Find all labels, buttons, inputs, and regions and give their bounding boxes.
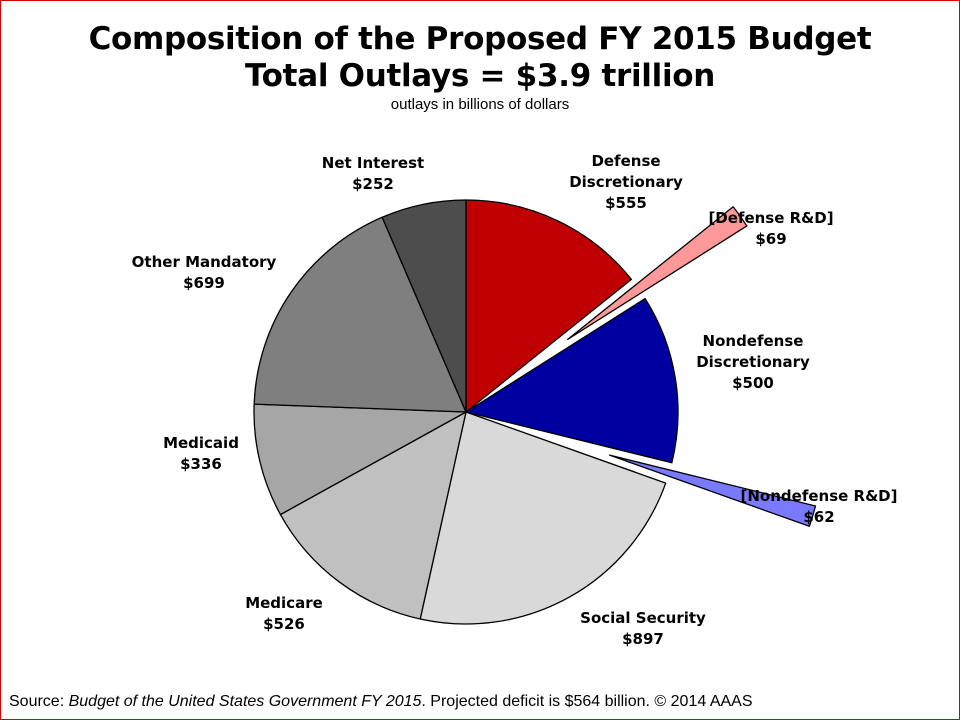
label-defense-rd: [Defense R&D] $69	[708, 209, 833, 248]
units-note: outlays in billions of dollars	[390, 96, 570, 113]
chart-title: Composition of the Proposed FY 2015 Budg…	[88, 21, 872, 57]
slice-name: [Defense R&D]	[708, 209, 833, 227]
slice-medicare	[279, 411, 467, 620]
slice-nondefense-discretionary	[465, 297, 679, 464]
slice-name: Nondefense	[703, 332, 804, 350]
footer-suffix: . Projected deficit is $564 billion. © 2…	[421, 693, 753, 710]
label-defense-discretionary: Defense Discretionary $555	[569, 152, 683, 212]
slice-value: $699	[183, 274, 225, 292]
label-other-mandatory: Other Mandatory $699	[132, 253, 277, 292]
label-nondefense-rd: [Nondefense R&D] $62	[741, 487, 898, 526]
label-nondefense-discretionary: Nondefense Discretionary $500	[696, 332, 810, 392]
slice-name: Discretionary	[569, 173, 683, 191]
slice-value: $252	[352, 175, 394, 193]
footer-source: Budget of the United States Government F…	[68, 693, 422, 710]
slice-value: $500	[732, 374, 774, 392]
slice-name: Defense	[591, 152, 660, 170]
slice-value: $526	[263, 615, 305, 633]
slice-value: $555	[605, 194, 647, 212]
slice-nondefense-rd	[609, 454, 817, 527]
chart-subtitle: Total Outlays = $3.9 trillion	[244, 58, 716, 94]
slice-medicaid	[253, 403, 467, 516]
slice-defense-rd	[567, 206, 748, 341]
slice-defense-discretionary	[465, 199, 633, 413]
slice-social-security	[419, 411, 667, 625]
slice-name: [Nondefense R&D]	[741, 487, 898, 505]
slice-value: $69	[755, 230, 786, 248]
footer-prefix: Source:	[9, 693, 69, 710]
slice-value: $336	[180, 455, 222, 473]
slice-value: $897	[622, 630, 664, 648]
slice-name: Medicare	[245, 594, 323, 612]
slice-net-interest	[381, 199, 467, 413]
label-medicaid: Medicaid $336	[163, 434, 239, 473]
label-social-security: Social Security $897	[580, 609, 706, 648]
slice-name: Medicaid	[163, 434, 239, 452]
source-footer: Source: Budget of the United States Gove…	[9, 693, 753, 711]
slice-name: Discretionary	[696, 353, 810, 371]
slice-name: Net Interest	[322, 154, 424, 172]
label-medicare: Medicare $526	[245, 594, 323, 633]
slice-other-mandatory	[253, 216, 467, 413]
slice-name: Other Mandatory	[132, 253, 277, 271]
slice-name: Social Security	[580, 609, 706, 627]
slice-value: $62	[803, 508, 834, 526]
label-net-interest: Net Interest $252	[322, 154, 424, 193]
